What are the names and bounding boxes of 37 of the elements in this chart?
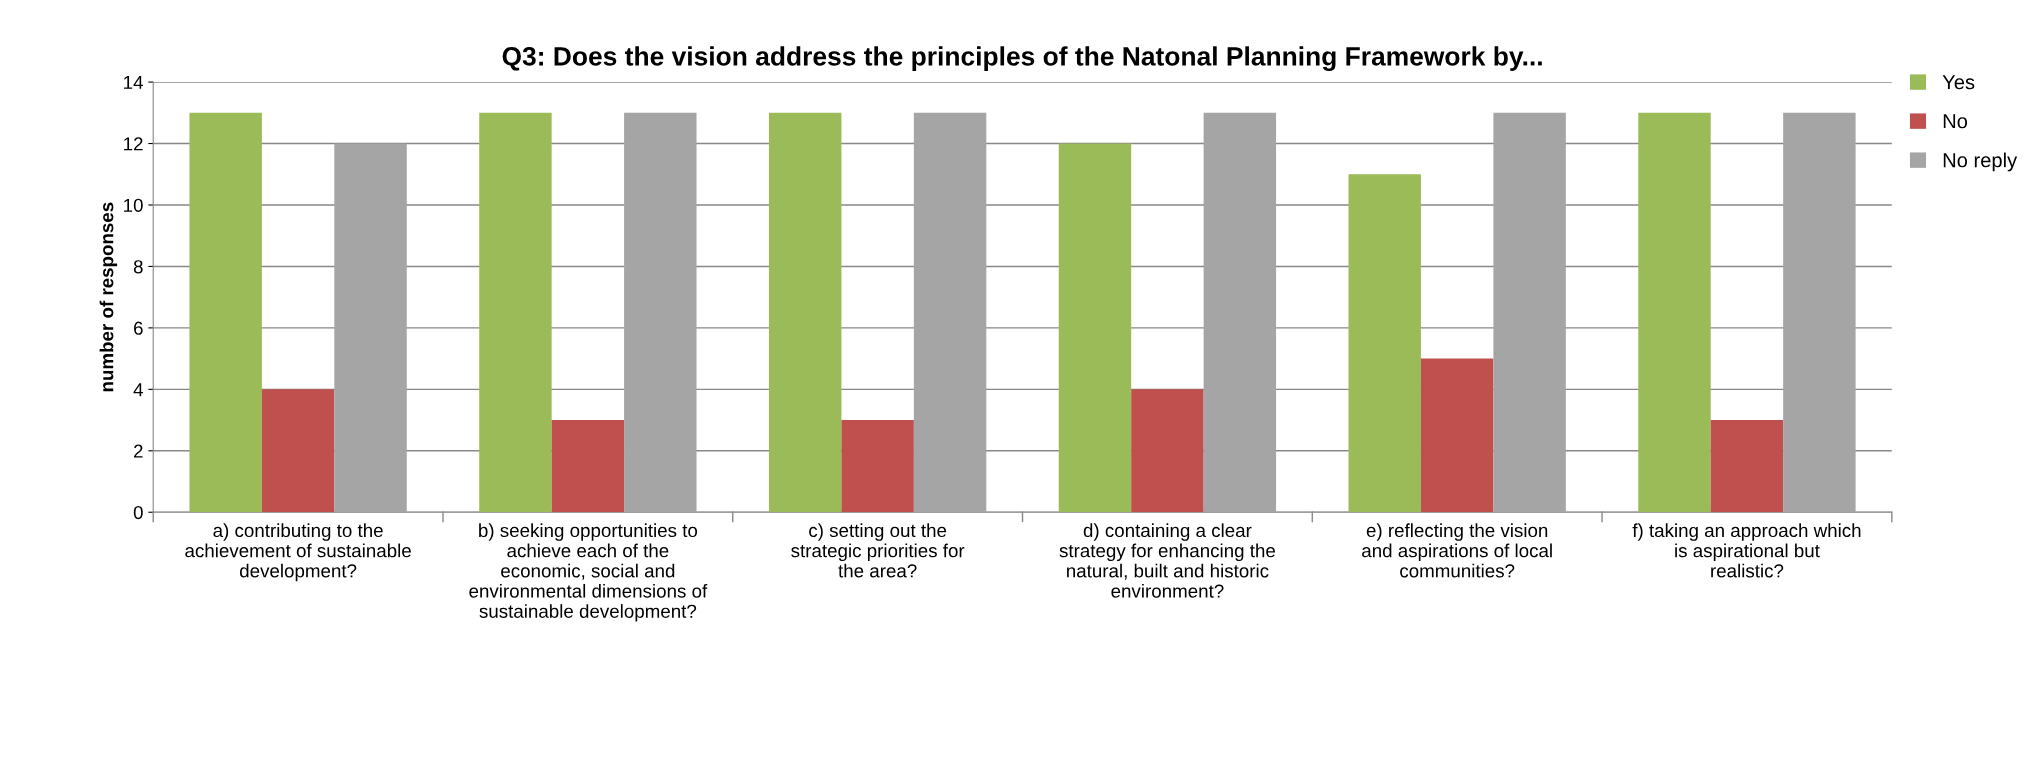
x-tick-label: e) reflecting the vision and aspirations of local communities?: [1362, 523, 1552, 578]
bar: [1493, 112, 1566, 513]
y-tick-label: 0: [133, 505, 143, 520]
x-tick-label: a) contributing to the achievement of sustainable development?: [185, 523, 411, 582]
bar: [768, 112, 842, 513]
chart-title: Q3: Does the vision address the principles of the Natonal Planning Framework by...: [502, 46, 1542, 71]
bar: [1203, 112, 1277, 513]
bar: [624, 112, 697, 513]
y-tick-label: 14: [124, 75, 143, 89]
x-tick-label: f) taking an approach which is aspirational but realistic?: [1632, 523, 1861, 578]
x-tick-label: d) containing a clear strategy for enhancing the natural, built and historic environment?: [1059, 523, 1275, 598]
bar: [334, 143, 407, 513]
y-tick-label: 6: [134, 321, 143, 335]
bar: [189, 112, 262, 513]
bar: [1131, 389, 1204, 513]
bar: [261, 389, 335, 513]
legend-label: No reply: [1943, 152, 2018, 172]
bar: [841, 420, 914, 513]
y-tick-label: 4: [133, 383, 143, 397]
bar: [1420, 358, 1494, 513]
bar: [1710, 420, 1784, 513]
legend-label: No: [1943, 114, 1968, 129]
legend-label: Yes: [1942, 75, 1975, 90]
y-axis-title: number of responses: [99, 202, 118, 392]
bar: [1348, 174, 1421, 513]
y-tick-label: 12: [124, 137, 143, 151]
bar: [551, 420, 625, 513]
y-tick-label: 8: [133, 260, 143, 274]
x-tick-label: c) setting out the strategic priorities for the area?: [791, 523, 965, 578]
bar: [913, 112, 987, 513]
bar: [1638, 112, 1711, 513]
bar: [1058, 143, 1132, 513]
x-tick-label: b) seeking opportunities to achieve each of the economic, social and environmental dimensions of sustainable development?: [469, 523, 708, 622]
bar: [1783, 112, 1856, 513]
bar: [479, 112, 552, 513]
y-tick-label: 2: [134, 444, 143, 458]
y-tick-label: 10: [124, 198, 143, 212]
